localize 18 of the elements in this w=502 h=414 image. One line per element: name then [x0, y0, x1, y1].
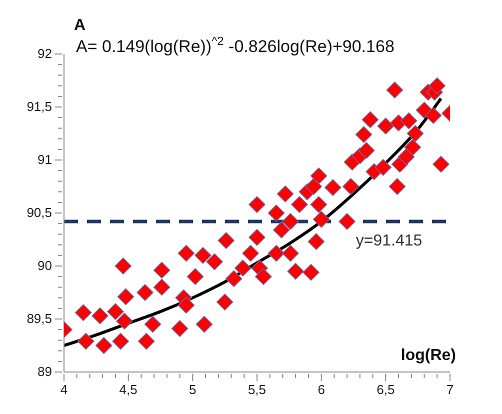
chart-title: A	[74, 17, 86, 34]
y-tick-label: 91	[38, 152, 52, 167]
x-tick-label: 5	[189, 382, 196, 397]
y-tick-label: 89,5	[26, 311, 52, 326]
annotation: A= 0.149(log(Re))$^{^2}$-0.826log(Re)+90.168	[76, 34, 394, 56]
y-tick-label: 90	[38, 258, 52, 273]
x-tick-label: 5,5	[248, 382, 266, 397]
y-tick-label: 91,5	[26, 99, 52, 114]
x-tick-label: 4,5	[119, 382, 138, 397]
x-tick-label: 4	[60, 382, 68, 397]
x-tick-label: 6,5	[376, 382, 395, 397]
y-tick-label: 92	[38, 46, 52, 61]
annotation: y=91.415	[356, 232, 422, 250]
y-tick-label: 89	[38, 364, 52, 379]
x-tick-label: 6	[318, 382, 325, 397]
y-tick-label: 90,5	[26, 205, 52, 220]
x-tick-label: 7	[446, 382, 454, 397]
x-axis-title: log(Re)	[400, 347, 456, 364]
